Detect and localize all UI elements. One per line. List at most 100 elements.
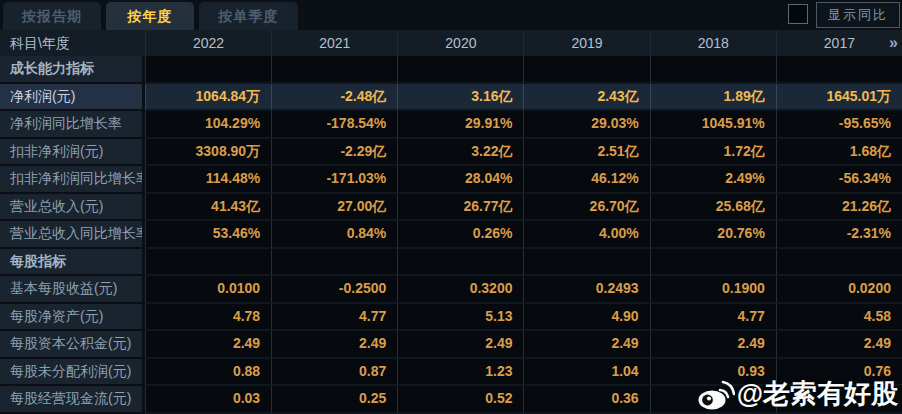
metric-value-cell: 2.49 [523, 331, 649, 359]
metric-value-cell: -0.2500 [271, 276, 397, 304]
metric-value-cell: 1645.01万 [776, 84, 902, 112]
metric-value-cell: 0.26% [397, 221, 523, 249]
metric-value-cell: 1064.84万 [145, 84, 271, 112]
metric-value-cell: 25.68亿 [650, 194, 776, 222]
metric-value-cell: 29.91% [397, 111, 523, 139]
metric-value-cell: 4.90 [523, 304, 649, 332]
metric-value-cell: 3308.90万 [145, 139, 271, 167]
metric-value-cell: 26.70亿 [523, 194, 649, 222]
metric-value-cell: 0.2493 [523, 276, 649, 304]
metric-value-cell: 0.88 [145, 359, 271, 387]
metric-label: 基本每股收益(元) [0, 276, 145, 304]
year-column-header: 2017 [776, 30, 902, 56]
metric-value-cell: 2.43亿 [523, 84, 649, 112]
financial-metrics-panel: 按报告期按年度按单季度 显示同比 科目\年度 20222021202020192… [0, 0, 902, 414]
period-tab-2[interactable]: 按单季度 [199, 2, 298, 30]
metric-value-cell [271, 56, 397, 84]
period-tab-1-active[interactable]: 按年度 [106, 2, 194, 30]
metric-value-cell: -2.31% [776, 221, 902, 249]
metric-label: 每股指标 [0, 249, 145, 277]
section-row: 每股指标 [0, 249, 902, 277]
metric-value-cell [650, 386, 776, 414]
metric-value-cell: 27.00亿 [271, 194, 397, 222]
metric-value-cell: 0.93 [650, 359, 776, 387]
metric-value-cell [776, 249, 902, 277]
metric-value-cell: 1.72亿 [650, 139, 776, 167]
year-column-header: 2020 [397, 30, 523, 56]
metric-value-cell: 3.22亿 [397, 139, 523, 167]
metric-value-cell: 0.03 [145, 386, 271, 414]
metric-label: 净利润同比增长率 [0, 111, 145, 139]
metric-value-cell [145, 56, 271, 84]
metric-value-cell: -171.03% [271, 166, 397, 194]
year-column-header: 2019 [523, 30, 649, 56]
metric-value-cell: 0.1900 [650, 276, 776, 304]
metric-value-cell: 1.23 [397, 359, 523, 387]
show-yoy-label[interactable]: 显示同比 [816, 2, 900, 28]
table-body: 成长能力指标净利润(元)1064.84万-2.48亿3.16亿2.43亿1.89… [0, 56, 902, 414]
metric-value-cell: 2.49 [650, 331, 776, 359]
table-row: 净利润同比增长率104.29%-178.54%29.91%29.03%1045.… [0, 111, 902, 139]
table-row: 净利润(元)1064.84万-2.48亿3.16亿2.43亿1.89亿1645.… [0, 84, 902, 112]
metric-value-cell: 0.25 [271, 386, 397, 414]
period-tab-0[interactable]: 按报告期 [3, 2, 101, 30]
metric-value-cell: -95.65% [776, 111, 902, 139]
metric-value-cell: 5.13 [397, 304, 523, 332]
table-row: 每股未分配利润(元)0.880.871.231.040.930.76 [0, 359, 902, 387]
metric-label: 扣非净利润(元) [0, 139, 145, 167]
metric-value-cell [776, 386, 902, 414]
metric-value-cell: 2.49 [776, 331, 902, 359]
metric-value-cell: 4.78 [145, 304, 271, 332]
metric-value-cell: 114.48% [145, 166, 271, 194]
table-row: 每股经营现金流(元)0.030.250.520.36 [0, 386, 902, 414]
metric-value-cell: 4.58 [776, 304, 902, 332]
metric-value-cell: -56.34% [776, 166, 902, 194]
metric-value-cell: 0.52 [397, 386, 523, 414]
metric-value-cell: 0.36 [523, 386, 649, 414]
metric-value-cell: 0.0100 [145, 276, 271, 304]
table-row: 营业总收入同比增长率53.46%0.84%0.26%4.00%20.76%-2.… [0, 221, 902, 249]
more-years-icon[interactable]: » [889, 30, 896, 56]
metric-value-cell [650, 56, 776, 84]
metric-value-cell: 4.77 [271, 304, 397, 332]
metric-value-cell [523, 249, 649, 277]
metric-label: 营业总收入同比增长率 [0, 221, 145, 249]
metric-value-cell: 1045.91% [650, 111, 776, 139]
metric-label: 每股经营现金流(元) [0, 386, 145, 414]
metric-value-cell: 104.29% [145, 111, 271, 139]
metric-value-cell: 2.49% [650, 166, 776, 194]
metric-label: 净利润(元) [0, 84, 145, 112]
metric-value-cell: 1.04 [523, 359, 649, 387]
table-header-row: 科目\年度 202220212020201920182017 [0, 30, 902, 56]
year-column-header: 2022 [145, 30, 271, 56]
metric-value-cell: 41.43亿 [145, 194, 271, 222]
metric-value-cell: 2.49 [145, 331, 271, 359]
metric-value-cell [523, 56, 649, 84]
metric-value-cell: -2.29亿 [271, 139, 397, 167]
table-row: 扣非净利润同比增长率114.48%-171.03%28.04%46.12%2.4… [0, 166, 902, 194]
metric-value-cell: -178.54% [271, 111, 397, 139]
metric-value-cell: 20.76% [650, 221, 776, 249]
year-column-header: 2021 [271, 30, 397, 56]
metric-value-cell [776, 56, 902, 84]
show-yoy-checkbox[interactable] [788, 4, 808, 24]
section-row: 成长能力指标 [0, 56, 902, 84]
metric-value-cell: 29.03% [523, 111, 649, 139]
table-row: 营业总收入(元)41.43亿27.00亿26.77亿26.70亿25.68亿21… [0, 194, 902, 222]
metric-label: 每股未分配利润(元) [0, 359, 145, 387]
metric-value-cell [397, 56, 523, 84]
table-row: 每股资本公积金(元)2.492.492.492.492.492.49 [0, 331, 902, 359]
metric-value-cell: 0.87 [271, 359, 397, 387]
table-row: 基本每股收益(元)0.0100-0.25000.32000.24930.1900… [0, 276, 902, 304]
metric-value-cell: 21.26亿 [776, 194, 902, 222]
metric-label: 每股净资产(元) [0, 304, 145, 332]
corner-header: 科目\年度 [0, 30, 145, 56]
year-column-header: 2018 [650, 30, 776, 56]
metric-value-cell: 2.51亿 [523, 139, 649, 167]
metric-value-cell: 1.89亿 [650, 84, 776, 112]
metric-value-cell: 26.77亿 [397, 194, 523, 222]
metric-value-cell: 0.84% [271, 221, 397, 249]
metric-value-cell: 28.04% [397, 166, 523, 194]
metric-value-cell: 46.12% [523, 166, 649, 194]
metric-value-cell: 2.49 [271, 331, 397, 359]
